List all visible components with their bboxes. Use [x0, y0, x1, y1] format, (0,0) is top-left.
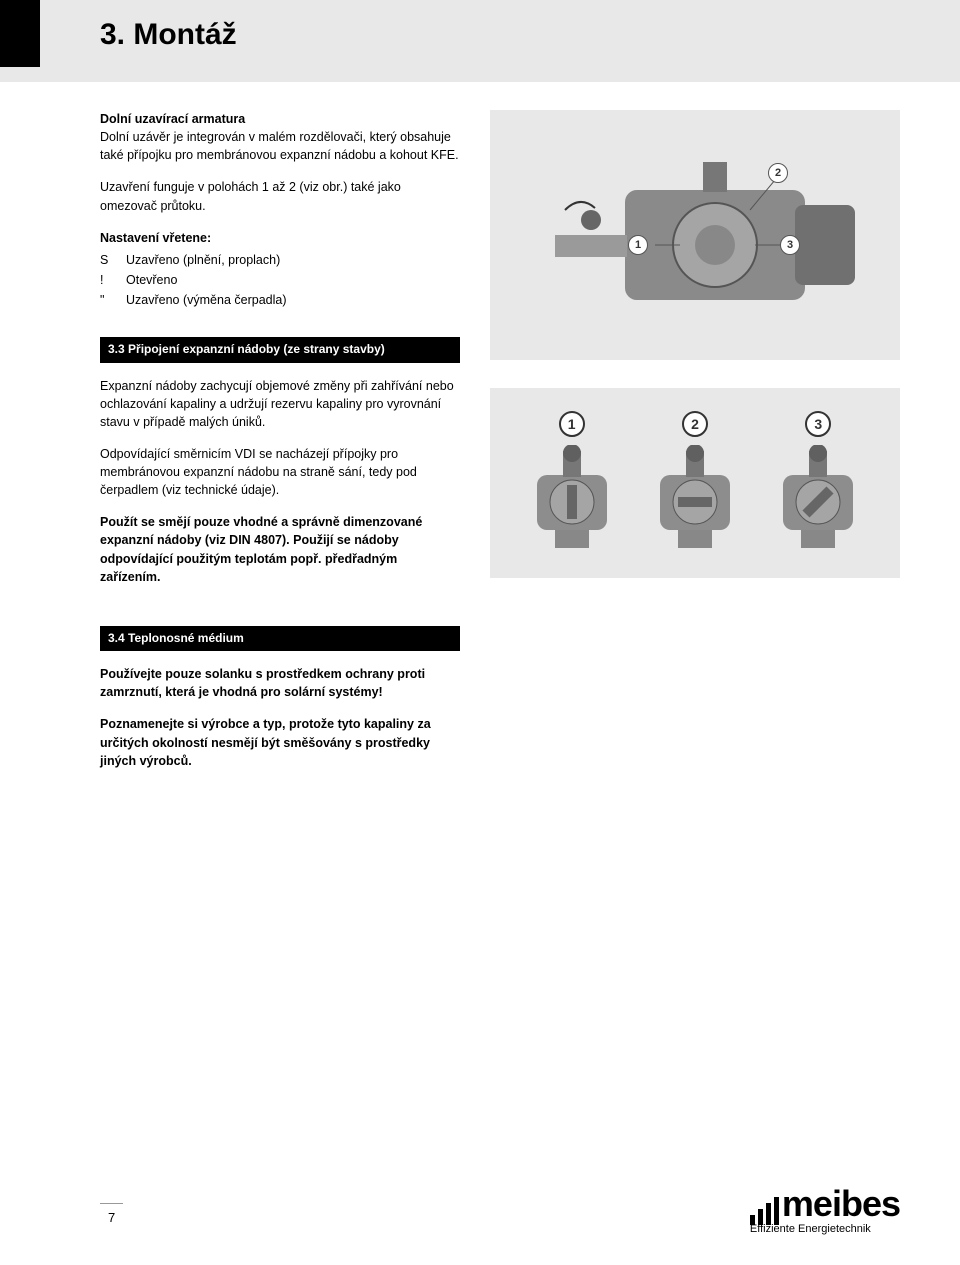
figure-valve-positions: 1 2 — [490, 388, 900, 578]
callout-2: 2 — [768, 163, 788, 183]
header-band: 3. Montáž — [0, 0, 960, 82]
valve-position-2: 2 — [650, 411, 740, 555]
spindle-key: ! — [100, 271, 114, 289]
spindle-row: S Uzavřeno (plnění, proplach) — [100, 251, 460, 269]
callout-1: 1 — [628, 235, 648, 255]
intro-para1: Dolní uzávěr je integrován v malém rozdě… — [100, 128, 460, 164]
left-column: Dolní uzavírací armatura Dolní uzávěr je… — [100, 110, 460, 784]
section-3-3-bar: 3.3 Připojení expanzní nádoby (ze strany… — [100, 337, 460, 362]
valve-position-1: 1 — [527, 411, 617, 555]
s34-p2: Poznamenejte si výrobce a typ, protože t… — [100, 715, 460, 769]
s33-p3: Použít se smějí pouze vhodné a správně d… — [100, 513, 460, 586]
page-title: 3. Montáž — [100, 18, 900, 52]
valve-assembly-svg — [490, 110, 900, 360]
valve-pos-svg — [527, 445, 617, 555]
spindle-val: Uzavřeno (výměna čerpadla) — [126, 291, 287, 309]
intro-para2: Uzavření funguje v polohách 1 až 2 (viz … — [100, 178, 460, 214]
position-number: 3 — [805, 411, 831, 437]
spindle-val: Uzavřeno (plnění, proplach) — [126, 251, 280, 269]
valve-pos-svg — [773, 445, 863, 555]
spindle-heading: Nastavení vřetene: — [100, 229, 460, 247]
page-number: 7 — [100, 1203, 123, 1225]
logo-text: meibes — [782, 1183, 900, 1225]
position-number: 1 — [559, 411, 585, 437]
valve-pos-svg — [650, 445, 740, 555]
callout-3: 3 — [780, 235, 800, 255]
spindle-val: Otevřeno — [126, 271, 177, 289]
brand-logo: meibes Effiziente Energietechnik — [750, 1183, 900, 1235]
spindle-key: " — [100, 291, 114, 309]
valve-position-3: 3 — [773, 411, 863, 555]
s33-p2: Odpovídající směrnicím VDI se nacházejí … — [100, 445, 460, 499]
logo-name: meibes — [750, 1183, 900, 1225]
spindle-row: ! Otevřeno — [100, 271, 460, 289]
intro-heading: Dolní uzavírací armatura — [100, 110, 460, 128]
s34-p1: Používejte pouze solanku s prostředkem o… — [100, 665, 460, 701]
spindle-row: " Uzavřeno (výměna čerpadla) — [100, 291, 460, 309]
position-number: 2 — [682, 411, 708, 437]
section-3-4-bar: 3.4 Teplonosné médium — [100, 626, 460, 651]
logo-bars-icon — [750, 1197, 779, 1225]
right-column: 1 2 3 1 2 — [490, 110, 900, 784]
spindle-key: S — [100, 251, 114, 269]
s33-p1: Expanzní nádoby zachycují objemové změny… — [100, 377, 460, 431]
figure-valve-assembly: 1 2 3 — [490, 110, 900, 360]
